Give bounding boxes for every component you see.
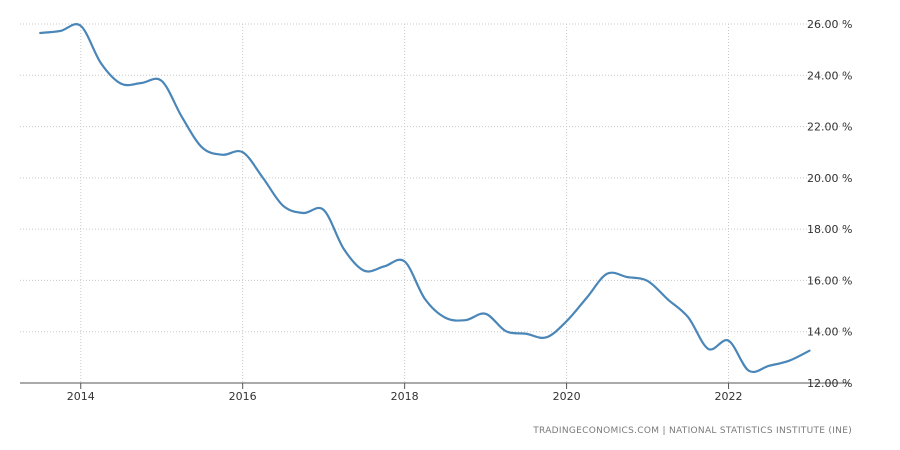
y-tick-label: 26.00 % — [807, 18, 852, 31]
y-tick-label: 16.00 % — [807, 274, 852, 287]
x-tick-label: 2020 — [553, 390, 581, 403]
y-tick-label: 24.00 % — [807, 69, 852, 82]
y-tick-label: 22.00 % — [807, 121, 852, 134]
source-note: TRADINGECONOMICS.COM | NATIONAL STATISTI… — [533, 426, 852, 436]
series-layer — [39, 23, 811, 374]
x-tick-label: 2022 — [715, 390, 743, 403]
x-tick-label: 2014 — [67, 390, 95, 403]
grid — [20, 23, 850, 383]
line-chart: 12.00 % 14.00 % 16.00 % 18.00 % 20.00 % 22.00… — [20, 18, 853, 403]
series-line — [39, 23, 811, 374]
y-tick-label: 14.00 % — [807, 326, 852, 339]
y-tick-label: 18.00 % — [807, 223, 852, 236]
axes — [20, 382, 850, 389]
y-tick-label: 12.00 % — [807, 377, 852, 390]
x-tick-label: 2016 — [229, 390, 257, 403]
tick-labels: 12.00 % 14.00 % 16.00 % 18.00 % 20.00 % 22.00… — [67, 18, 853, 403]
x-tick-label: 2018 — [391, 390, 419, 403]
y-tick-label: 20.00 % — [807, 172, 852, 185]
